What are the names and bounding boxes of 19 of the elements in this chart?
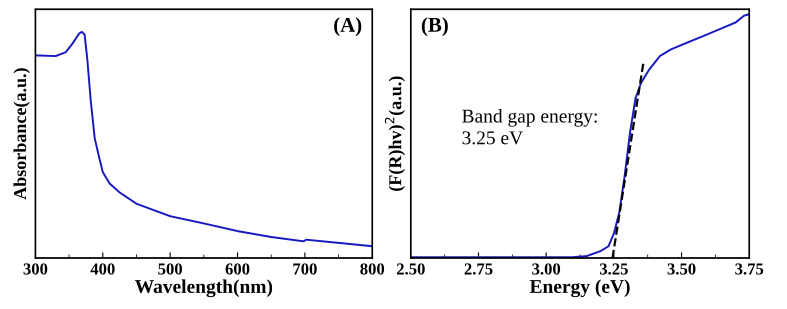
x-tick-label: 3.25 <box>600 263 628 275</box>
x-tick-label: 600 <box>226 263 250 275</box>
x-tick-label: 800 <box>360 263 384 275</box>
x-axis-title: Wavelength(nm) <box>134 279 272 298</box>
x-tick-label: 300 <box>24 263 48 275</box>
x-tick-label: 400 <box>90 263 115 275</box>
x-tick-label: 3.50 <box>668 263 696 275</box>
x-tick-label: 500 <box>158 263 182 275</box>
y-axis-title: (F(R)hv)$^{2}$(a.u.) <box>384 76 405 191</box>
x-tick-label: 3.00 <box>532 263 560 275</box>
x-tick-label: 3.75 <box>735 263 764 275</box>
y-axis-title: Absorbance(a.u.) <box>13 68 30 200</box>
x-tick-label: 2.75 <box>464 263 492 275</box>
x-tick-label: 700 <box>293 263 317 275</box>
annotation: (B) <box>422 17 448 36</box>
annotation: Band gap energy: 3.25 eV <box>462 108 597 145</box>
x-axis-title: Energy (eV) <box>530 279 630 298</box>
x-tick-label: 2.50 <box>396 263 425 275</box>
annotation: (A) <box>334 17 362 36</box>
